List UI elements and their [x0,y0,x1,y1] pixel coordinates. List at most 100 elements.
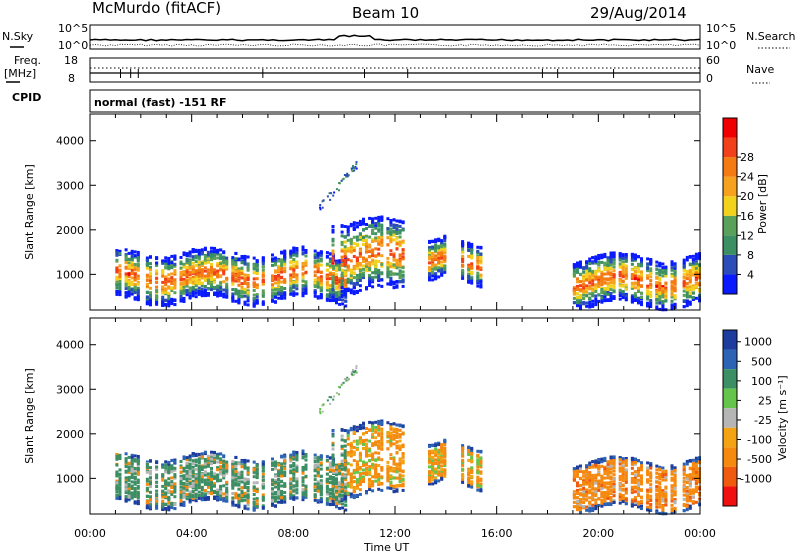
power-cell [170,289,174,292]
power-cell [200,282,204,285]
power-cell [301,262,305,265]
power-cell [392,254,396,258]
power-cell [289,265,293,269]
velocity-cell [185,474,189,478]
colorbar-cell [723,254,737,275]
velocity-cell [118,483,122,487]
power-cell [313,285,317,288]
ytick-label: 2000 [56,224,84,237]
power-cell [243,287,247,291]
power-cell [319,251,323,255]
velocity-cell [277,463,281,467]
velocity-cell [335,468,338,471]
velocity-cell [118,453,122,457]
power-cell [389,219,393,222]
power-cell [203,246,207,250]
velocity-cell [325,484,329,488]
power-cell [374,226,378,230]
power-cell [222,255,226,259]
power-cell [219,275,223,279]
power-cell [338,289,342,293]
power-cell [335,281,338,285]
power-cell [443,234,447,238]
power-cell [380,225,384,229]
power-cell [664,281,668,285]
power-cell [133,297,137,301]
power-cell [352,290,356,294]
power-cell [470,242,474,246]
power-cell [576,277,579,281]
velocity-cell [283,482,287,486]
power-cell [225,285,229,289]
power-cell [346,280,350,284]
power-cell [237,289,241,293]
power-cell [331,284,335,288]
power-cell [313,278,317,282]
power-cell [197,269,201,273]
velocity-cell [130,459,134,463]
velocity-cell [197,484,201,488]
velocity-cell [200,494,204,498]
velocity-cell [167,505,171,508]
power-cell [341,178,344,181]
velocity-cell [136,454,140,458]
power-cell [216,269,220,273]
power-cell [694,255,698,259]
velocity-cell [325,502,329,506]
power-cell [210,250,213,254]
power-cell [349,259,353,263]
velocity-cell [283,497,287,501]
power-cell [355,238,359,242]
power-cell [673,306,677,310]
velocity-cell [197,476,201,480]
velocity-cell [252,481,256,485]
power-cell [328,277,332,281]
power-cell [283,250,287,254]
power-cell [428,266,431,270]
velocity-cell [149,482,152,486]
power-cell [371,238,375,242]
power-cell [389,230,393,234]
power-cell [179,275,183,279]
power-cell [130,255,134,259]
power-cell [624,266,628,269]
power-cell [609,266,613,270]
velocity-cell [280,492,284,496]
power-cell [313,254,317,258]
power-cell [182,285,186,289]
velocity-cell [197,454,201,458]
power-cell [331,278,335,282]
velocity-cell [173,460,177,464]
power-cell [338,302,342,306]
power-cell [398,231,402,235]
velocity-cell [219,452,223,456]
velocity-cell [200,498,204,502]
power-cell [341,270,345,274]
power-cell [261,262,265,266]
colorbar-tick-label: 12 [740,229,754,242]
power-cell [358,279,362,282]
power-cell [637,298,640,302]
power-cell [338,296,342,300]
power-cell [585,266,589,270]
velocity-cell [252,468,256,472]
power-cell [437,254,441,257]
power-cell [377,247,381,251]
velocity-cell [170,476,174,480]
power-cell [609,288,613,292]
power-cell [194,263,198,267]
power-cell [255,277,259,281]
power-cell [386,230,390,234]
velocity-cell [283,459,287,463]
power-cell [200,291,204,295]
velocity-cell [127,455,131,459]
power-cell [618,254,622,258]
power-cell [292,260,296,264]
power-cell [155,301,159,304]
velocity-cell [200,480,204,484]
power-cell [173,280,177,284]
velocity-cell [216,498,220,502]
power-cell [124,248,128,252]
power-cell [600,279,604,283]
power-cell [612,295,616,299]
